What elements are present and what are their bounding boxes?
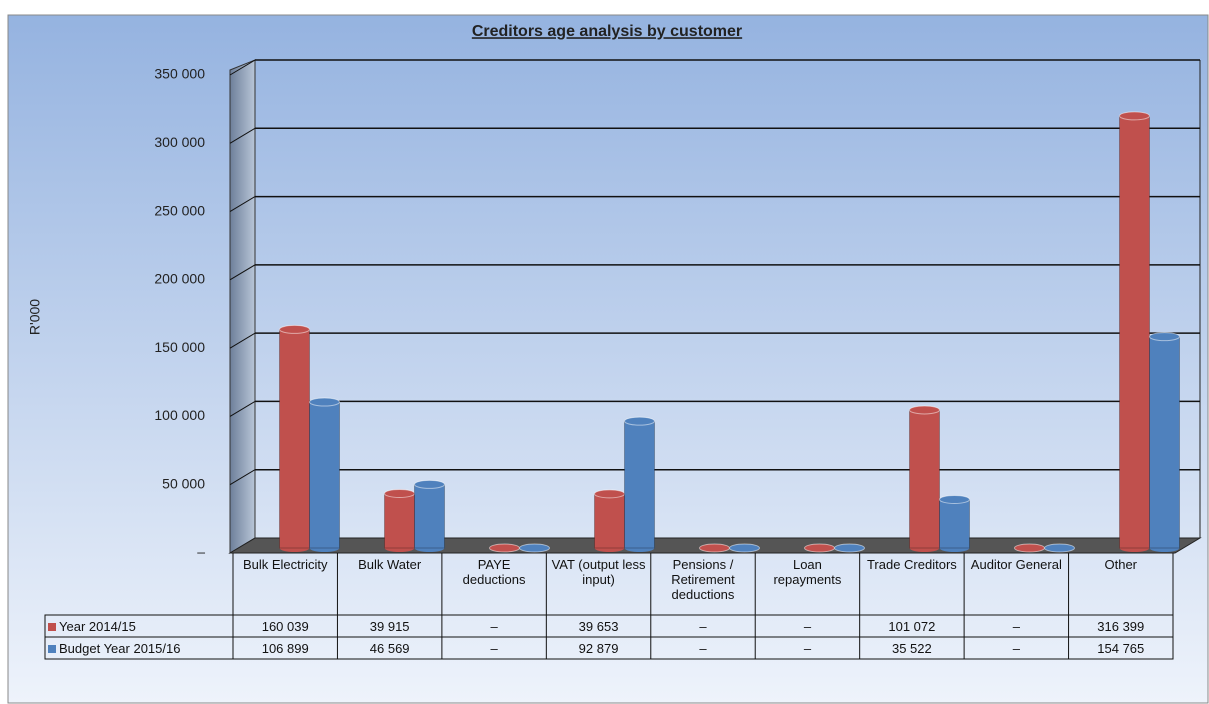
data-label: 160 039	[261, 619, 309, 634]
category-label: Other	[1104, 557, 1138, 572]
y-axis-label: R'000	[27, 299, 43, 335]
bar-cap	[594, 489, 625, 499]
data-label: –	[803, 641, 812, 656]
grid-line-side	[229, 127, 256, 144]
data-label: 106 899	[261, 641, 309, 656]
legend-swatch	[48, 645, 56, 653]
chart-title: Creditors age analysis by customer	[472, 23, 742, 40]
bar	[309, 401, 340, 549]
legend-entry: Year 2014/15	[45, 617, 233, 637]
bar-cap	[309, 397, 340, 407]
category-label: Bulk Electricity	[242, 557, 328, 572]
grid-line-side	[229, 400, 256, 417]
chart-background	[7, 14, 1209, 704]
grid-line-side	[229, 59, 256, 76]
data-label: –	[699, 619, 707, 634]
y-tick-label: 200 000	[154, 271, 205, 287]
left-wall	[229, 59, 256, 554]
data-label: 39 653	[578, 619, 619, 634]
category-label: Pensions / Retirement deductions	[671, 557, 735, 602]
bar	[384, 492, 415, 549]
bar-cap	[489, 543, 520, 553]
bar-cap	[1149, 332, 1180, 342]
bar-cap	[1014, 543, 1045, 553]
bar-cap	[729, 543, 760, 553]
grid-line-side	[229, 196, 256, 213]
data-label: –	[699, 641, 707, 656]
grid-line-side	[229, 469, 256, 486]
category-label: PAYE deductions	[462, 557, 526, 587]
bar	[939, 498, 970, 549]
legend-label: Budget Year 2015/16	[59, 641, 181, 656]
bar-cap	[279, 324, 310, 334]
category-label: Trade Creditors	[866, 557, 957, 572]
bar-cap	[699, 543, 730, 553]
grid-line-side	[229, 332, 256, 349]
bar-cap	[909, 405, 940, 415]
legend-label: Year 2014/15	[59, 619, 136, 634]
bar	[594, 493, 625, 549]
category-label: VAT (output less input)	[551, 557, 646, 587]
data-label: –	[803, 619, 812, 634]
bar-cap	[804, 543, 835, 553]
bar-cap	[1044, 543, 1075, 553]
legend-entry: Budget Year 2015/16	[45, 639, 233, 659]
bar-cap	[519, 543, 550, 553]
y-tick-label: 150 000	[154, 339, 205, 355]
category-label: Bulk Water	[358, 557, 422, 572]
data-label: 39 915	[369, 619, 410, 634]
bar-cap	[1119, 111, 1150, 121]
bar	[624, 420, 655, 549]
y-tick-label: 250 000	[154, 202, 205, 218]
bar	[279, 328, 310, 549]
bar	[909, 409, 940, 549]
category-label: Loan repayments	[773, 557, 842, 587]
data-label: –	[1012, 619, 1020, 634]
grid-line-side	[229, 264, 256, 281]
bar	[1149, 336, 1180, 549]
data-label: –	[1012, 641, 1020, 656]
data-label: 46 569	[369, 641, 410, 656]
y-tick-label: 50 000	[162, 475, 205, 491]
bar	[1119, 115, 1150, 549]
y-tick-label: 350 000	[154, 66, 205, 82]
y-tick-label: 100 000	[154, 407, 205, 423]
category-label: Auditor General	[970, 557, 1062, 572]
legend-swatch	[48, 623, 56, 631]
data-label: 154 765	[1097, 641, 1145, 656]
data-label: –	[490, 641, 498, 656]
bar-cap	[939, 494, 970, 504]
y-tick-label: –	[197, 544, 205, 560]
bar-cap	[834, 543, 865, 553]
bar-cap	[384, 488, 415, 498]
data-label: 35 522	[891, 641, 932, 656]
data-label: –	[490, 619, 498, 634]
data-label: 92 879	[578, 641, 619, 656]
y-tick-label: 300 000	[154, 134, 205, 150]
bar-cap	[414, 479, 445, 489]
data-label: 316 399	[1097, 619, 1145, 634]
bar	[414, 483, 445, 549]
bar-cap	[624, 416, 655, 426]
data-label: 101 072	[888, 619, 936, 634]
